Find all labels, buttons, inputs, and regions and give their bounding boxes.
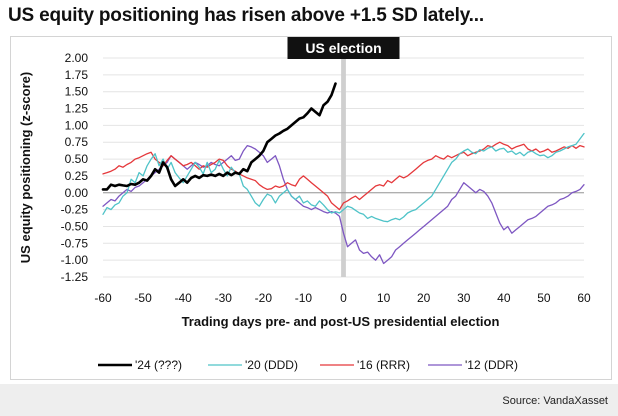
y-tick-labels: 2.00 1.75 1.50 1.25 1.00 0.75 0.50 0.25 0.00 -0.2… <box>61 51 89 284</box>
y-tick-label: 1.75 <box>65 68 89 82</box>
y-tick-label: -0.75 <box>61 236 89 250</box>
x-tick-label: 30 <box>457 291 471 305</box>
x-tick-label: -60 <box>94 291 112 305</box>
y-tick-label: 0.25 <box>65 169 89 183</box>
y-tick-label: 1.25 <box>65 102 89 116</box>
y-tick-label: -1.25 <box>61 270 89 284</box>
source-note: Source: VandaXasset <box>502 395 608 407</box>
election-badge-bg <box>287 37 400 59</box>
y-tick-label: 1.00 <box>65 118 89 132</box>
chart-title: US equity positioning has risen above +1… <box>8 5 484 26</box>
y-tick-label: -0.25 <box>61 203 89 217</box>
election-badge: US election <box>287 37 400 59</box>
series-layer <box>101 82 585 265</box>
series-line-0 <box>101 82 337 191</box>
x-tick-label: 50 <box>537 291 551 305</box>
x-tick-label: 40 <box>497 291 511 305</box>
y-axis-label: US equity positioning (z-score) <box>18 72 33 263</box>
y-tick-label: 2.00 <box>65 51 89 65</box>
x-tick-label: 10 <box>377 291 391 305</box>
y-tick-label: -1.00 <box>61 253 89 267</box>
x-tick-labels: -60 -50 -40 -30 -20 -10 0 10 20 30 40 50 60 <box>94 291 591 305</box>
x-tick-label: -10 <box>295 291 313 305</box>
legend: '24 (???) '20 (DDD) '16 (RRR) '12 (DDR) <box>98 358 518 372</box>
x-tick-label: -50 <box>134 291 152 305</box>
y-tick-label: -0.50 <box>61 219 89 233</box>
y-tick-label: 0.50 <box>65 152 89 166</box>
y-tick-label: 0.75 <box>65 135 89 149</box>
series-line-2 <box>102 141 585 211</box>
x-axis-label: Trading days pre- and post-US presidenti… <box>182 314 500 329</box>
x-tick-label: 60 <box>577 291 591 305</box>
election-badge-label: US election <box>305 40 381 56</box>
x-tick-label: 20 <box>417 291 431 305</box>
y-tick-label: 1.50 <box>65 85 89 99</box>
x-tick-label: -20 <box>255 291 273 305</box>
chart-svg: 2.00 1.75 1.50 1.25 1.00 0.75 0.50 0.25 0.00 -0.2… <box>18 37 591 372</box>
x-tick-label: 0 <box>340 291 347 305</box>
election-band <box>341 54 346 277</box>
y-tick-label: 0.00 <box>65 186 89 200</box>
legend-label: '20 (DDD) <box>245 358 298 372</box>
x-tick-label: -40 <box>174 291 192 305</box>
chart-panel <box>10 36 612 380</box>
legend-label: '12 (DDR) <box>465 358 518 372</box>
series-line-1 <box>102 132 585 223</box>
x-tick-label: -30 <box>215 291 233 305</box>
footer-bar: Source: VandaXasset <box>0 384 618 416</box>
legend-label: '16 (RRR) <box>357 358 410 372</box>
legend-label: '24 (???) <box>135 358 182 372</box>
